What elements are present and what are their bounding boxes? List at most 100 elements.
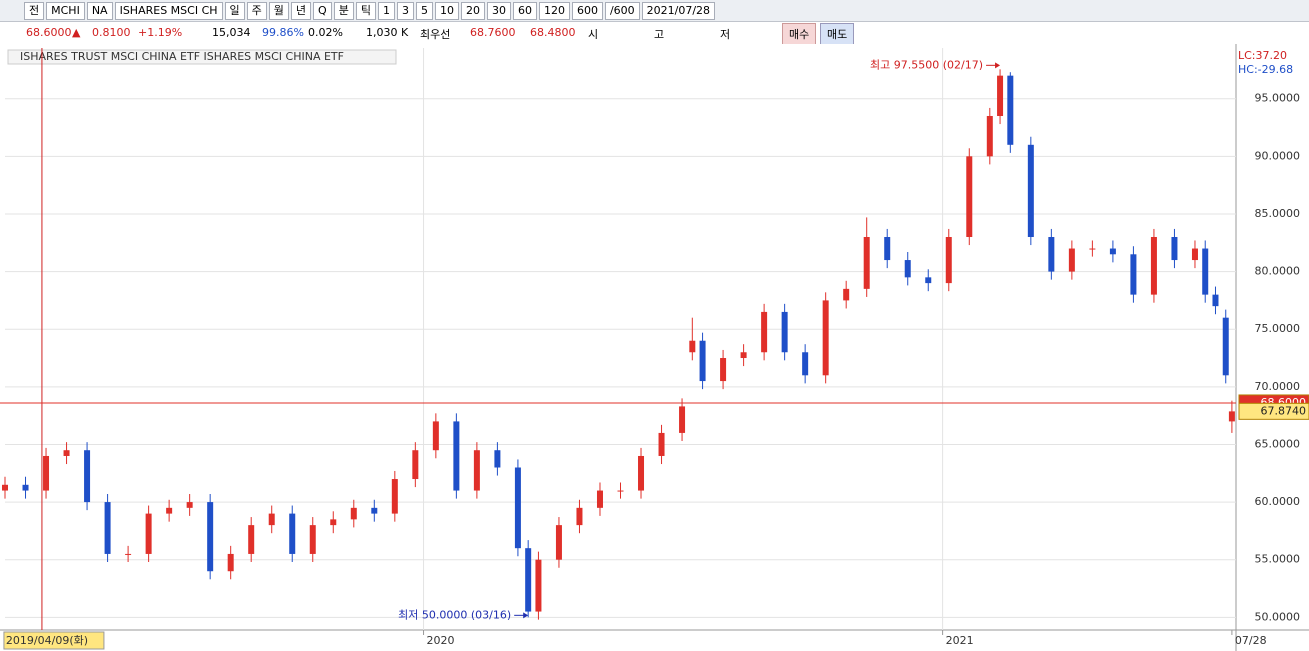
candle-body <box>617 490 624 492</box>
candle-body <box>1068 248 1075 272</box>
candle-body <box>1191 248 1198 261</box>
candle-body <box>1150 237 1157 295</box>
candle-body <box>43 455 50 491</box>
candle-body <box>166 507 173 514</box>
toolbar-item[interactable]: 20 <box>460 1 485 20</box>
toolbar-item[interactable]: 1 <box>377 1 395 20</box>
cursor-label: 2019/04/09(화) <box>6 634 88 647</box>
candle-body <box>494 450 501 468</box>
toolbar-item[interactable]: 60 <box>512 1 537 20</box>
toolbar-item[interactable]: 3 <box>396 1 414 20</box>
candle-body <box>1202 248 1209 295</box>
toolbar-item[interactable]: 전 <box>24 1 45 20</box>
candle-body <box>104 502 111 554</box>
price-label: 67.8740 <box>1261 404 1307 417</box>
candle-body <box>432 421 439 451</box>
candle-body <box>207 502 214 572</box>
info-bar: 68.6000 ▲ 0.8100 +1.19% 15,034 99.86% 0.… <box>0 22 1309 45</box>
sell-button[interactable]: 매도 <box>820 23 855 45</box>
candle-body <box>997 75 1004 116</box>
turnover: 0.02% <box>308 26 343 39</box>
y-tick-label: 55.0000 <box>1255 553 1301 566</box>
candle-body <box>884 237 891 261</box>
annotation-arrowhead <box>523 612 529 619</box>
title-box <box>7 49 397 65</box>
toolbar-item[interactable]: 120 <box>538 1 570 20</box>
toolbar-item[interactable]: 일 <box>224 1 245 20</box>
candle-body <box>761 311 768 353</box>
change-pct: +1.19% <box>138 26 183 39</box>
x-tick-label: 2020 <box>427 634 455 647</box>
toolbar: 전 MCHI NA ISHARES MSCI CH 일 주 월 년 Q 분 틱 1 3 5 10 20 30 60… <box>0 0 1309 22</box>
y-tick-label: 65.0000 <box>1255 437 1301 450</box>
toolbar-item[interactable]: 30 <box>486 1 511 20</box>
candle-body <box>473 450 480 491</box>
toolbar-item[interactable]: MCHI <box>46 1 85 20</box>
toolbar-item[interactable]: 600 <box>571 1 603 20</box>
toolbar-item[interactable]: 2021/07/28 <box>641 1 716 20</box>
annotation-arrowhead <box>995 62 1001 69</box>
candle-body <box>525 548 532 612</box>
candle-body <box>638 455 645 491</box>
candle-body <box>535 559 542 612</box>
toolbar-item[interactable]: 월 <box>268 1 289 20</box>
toolbar-item[interactable]: Q <box>313 1 332 20</box>
candle-body <box>1048 237 1055 272</box>
toolbar-item[interactable]: /600 <box>604 1 640 20</box>
lc-label: LC:37.20 <box>1238 49 1287 62</box>
y-tick-label: 70.0000 <box>1255 380 1301 393</box>
candle-body <box>699 340 706 382</box>
toolbar-item[interactable]: 틱 <box>355 1 376 20</box>
candle-body <box>658 432 665 456</box>
candle-body <box>555 525 562 560</box>
open-label: 시 <box>588 28 599 41</box>
hc-label: HC:-29.68 <box>1238 63 1293 76</box>
candle-body <box>679 406 686 433</box>
y-tick-label: 60.0000 <box>1255 495 1301 508</box>
candle-body <box>1171 237 1178 261</box>
toolbar-item[interactable]: 10 <box>434 1 459 20</box>
candle-body <box>1089 248 1096 250</box>
amount: 1,030 K <box>366 26 409 39</box>
candle-body <box>227 553 234 572</box>
candle-body <box>514 467 521 549</box>
toolbar-item[interactable]: 분 <box>333 1 354 20</box>
candle-body <box>145 513 152 554</box>
candle-body <box>1027 144 1034 238</box>
toolbar-item[interactable]: ISHARES MSCI CH <box>114 1 223 20</box>
candle-body <box>689 340 696 353</box>
candle-body <box>2 484 8 491</box>
change: 0.8100 <box>92 26 131 39</box>
cursor-label-box <box>3 631 105 650</box>
candle-body <box>720 358 727 382</box>
candle-body <box>1212 294 1219 307</box>
candle-body <box>1109 248 1116 255</box>
annotation: 최저 50.0000 (03/16) <box>398 608 511 621</box>
bid: 68.4800 <box>530 26 576 39</box>
candle-body <box>412 450 419 480</box>
chart-bg <box>0 44 1309 651</box>
toolbar-item[interactable]: 5 <box>415 1 433 20</box>
buy-button[interactable]: 매수 <box>782 23 817 45</box>
toolbar-item[interactable]: 년 <box>290 1 312 20</box>
candle-body <box>391 479 398 514</box>
toolbar-item[interactable]: NA <box>86 1 113 20</box>
candle-body <box>1222 317 1229 376</box>
chart-title: ISHARES TRUST MSCI CHINA ETF ISHARES MSC… <box>20 50 344 63</box>
candle-body <box>925 277 932 284</box>
toolbar-item[interactable]: 주 <box>246 1 267 20</box>
y-tick-label: 95.0000 <box>1255 92 1301 105</box>
candle-body <box>986 115 993 157</box>
candle-body <box>781 311 788 353</box>
y-tick-label: 75.0000 <box>1255 322 1301 335</box>
chart: ISHARES TRUST MSCI CHINA ETF ISHARES MSC… <box>0 44 1309 651</box>
x-tick-label: 07/28 <box>1235 634 1267 647</box>
candle-body <box>330 519 337 526</box>
high-label: 고 <box>654 28 665 41</box>
candle-body <box>843 288 850 301</box>
candle-body <box>248 525 255 554</box>
y-tick-label: 90.0000 <box>1255 149 1301 162</box>
candle-body <box>289 513 296 554</box>
candle-body <box>802 352 809 376</box>
